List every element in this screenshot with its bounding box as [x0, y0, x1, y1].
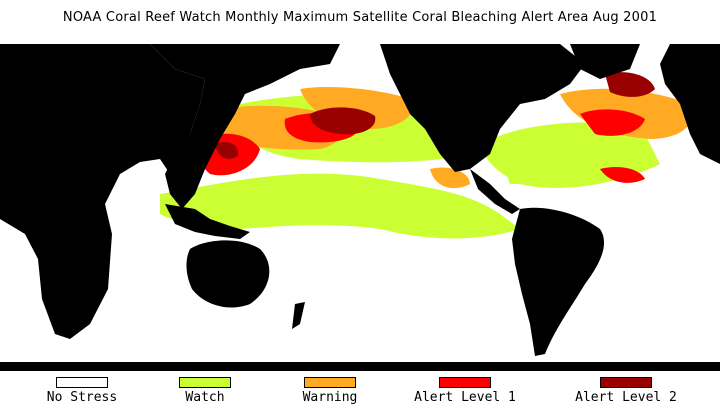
- land-asia: [150, 44, 340, 209]
- land-antarctica: [0, 362, 720, 371]
- legend-swatch-watch: [179, 377, 231, 388]
- legend-label-alert-level-1: Alert Level 1: [414, 390, 516, 405]
- legend-item-no-stress: No Stress: [22, 376, 142, 411]
- land-greenland: [570, 44, 640, 79]
- legend-item-alert-level-1: Alert Level 1: [405, 376, 525, 411]
- land-masses: [0, 44, 720, 371]
- legend-swatch-warning: [304, 377, 356, 388]
- land-north-america: [380, 44, 585, 172]
- land-central-america: [470, 169, 520, 214]
- legend-swatch-alert-level-1: [439, 377, 491, 388]
- land-new-zealand: [292, 302, 305, 329]
- legend-label-alert-level-2: Alert Level 2: [575, 390, 677, 405]
- legend-label-watch: Watch: [185, 390, 225, 405]
- legend-label-warning: Warning: [302, 390, 358, 405]
- world-map: [0, 44, 720, 371]
- legend-swatch-no-stress: [56, 377, 108, 388]
- legend-label-no-stress: No Stress: [46, 390, 118, 405]
- land-europe-africa-west: [0, 44, 205, 339]
- alert-level-2-zones: [30, 62, 655, 159]
- legend: No Stress Watch Warning Alert Level 1 Al…: [0, 376, 720, 411]
- land-indonesia: [165, 204, 250, 239]
- legend-swatch-alert-level-2: [600, 377, 652, 388]
- land-europe-right: [660, 44, 720, 164]
- legend-item-warning: Warning: [270, 376, 390, 411]
- map-title: NOAA Coral Reef Watch Monthly Maximum Sa…: [62, 10, 658, 25]
- legend-item-watch: Watch: [145, 376, 265, 411]
- legend-item-alert-level-2: Alert Level 2: [566, 376, 686, 411]
- land-australia: [186, 240, 270, 308]
- land-south-america: [512, 207, 605, 356]
